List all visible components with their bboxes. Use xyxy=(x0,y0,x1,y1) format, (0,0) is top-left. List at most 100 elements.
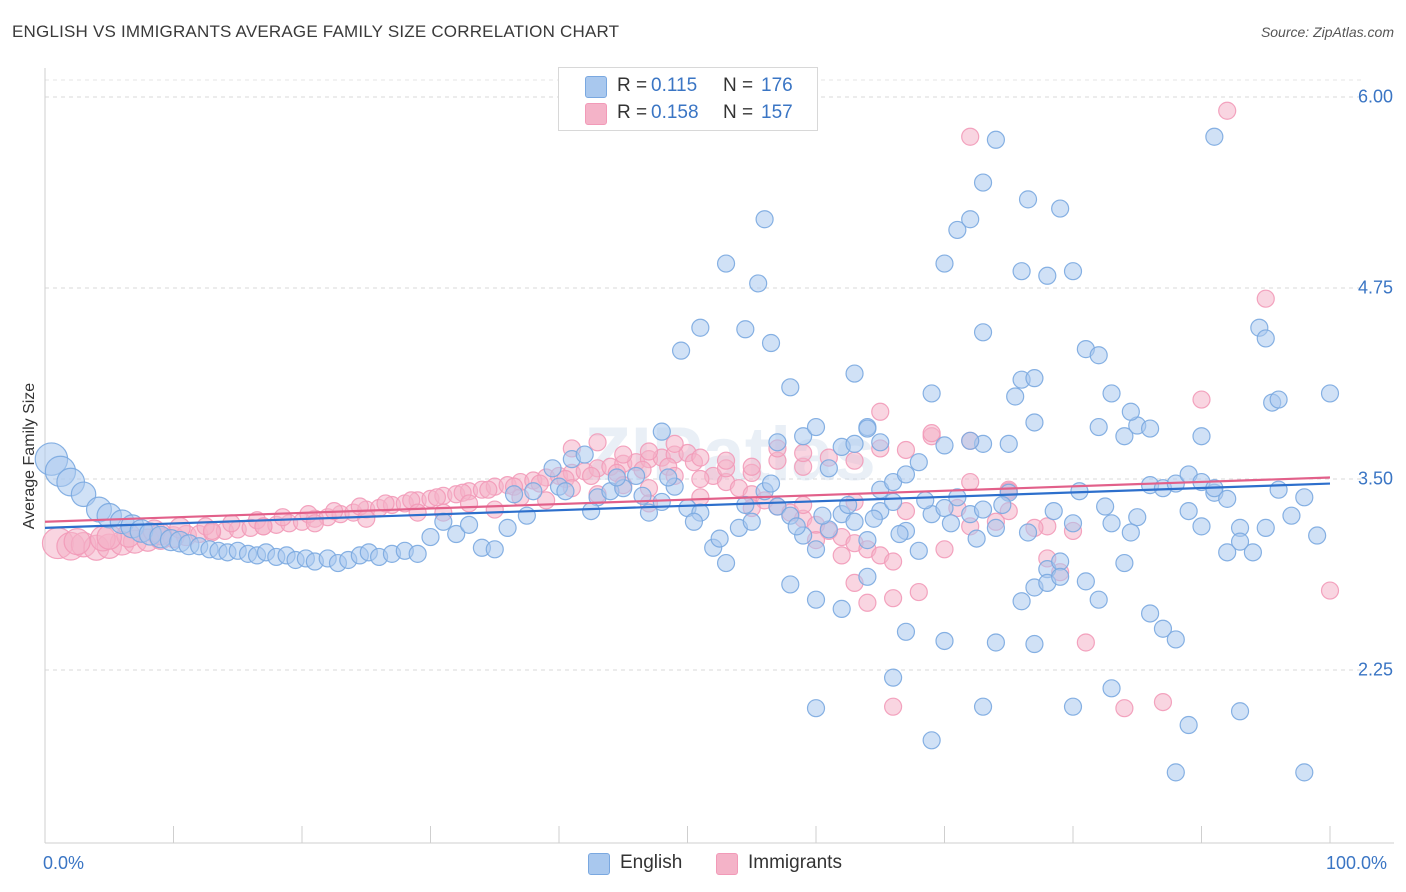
immigrants-point xyxy=(485,500,504,519)
english-point xyxy=(935,436,954,455)
immigrants-point xyxy=(273,508,292,527)
english-point xyxy=(1153,619,1173,638)
english-point xyxy=(909,453,928,472)
chart-title: ENGLISH VS IMMIGRANTS AVERAGE FAMILY SIZ… xyxy=(12,22,620,41)
english-point xyxy=(742,512,761,531)
immigrants-point xyxy=(1076,633,1095,652)
immigrants-r-label: R = xyxy=(617,102,648,123)
immigrants-point xyxy=(896,501,916,521)
english-point xyxy=(1051,567,1070,586)
english-point xyxy=(716,254,736,273)
english-point xyxy=(1121,402,1140,421)
english-swatch xyxy=(585,76,607,98)
immigrants-point xyxy=(961,127,980,146)
english-point xyxy=(421,527,440,547)
english-point xyxy=(524,482,543,501)
english-point xyxy=(1063,262,1083,281)
y-tick-label: 4.75 xyxy=(1357,277,1393,298)
english-point xyxy=(1243,543,1263,562)
english-point xyxy=(710,529,729,548)
immigrants-point xyxy=(376,494,395,513)
english-point xyxy=(1115,553,1134,573)
legend-english-label: English xyxy=(620,852,683,873)
english-point xyxy=(1018,190,1038,209)
english-point xyxy=(671,341,691,360)
immigrants-point xyxy=(357,509,376,528)
english-point xyxy=(1166,630,1185,649)
english-point xyxy=(1269,480,1288,499)
english-point xyxy=(986,518,1006,537)
english-point xyxy=(1102,679,1121,698)
immigrants-point xyxy=(1218,101,1237,120)
english-point xyxy=(806,590,826,609)
english-point xyxy=(973,697,993,716)
english-point xyxy=(1179,501,1198,521)
english-point xyxy=(999,434,1018,453)
immigrants-point xyxy=(614,445,633,464)
english-point xyxy=(845,364,864,383)
english-point xyxy=(1140,419,1160,438)
english-point xyxy=(1230,702,1250,721)
english-point xyxy=(1102,514,1121,533)
immigrants-point xyxy=(479,480,498,499)
english-point xyxy=(813,506,832,525)
english-point xyxy=(1076,572,1095,591)
english-point xyxy=(973,323,993,342)
english-point xyxy=(504,485,524,504)
y-tick-label: 6.00 xyxy=(1357,86,1393,107)
english-point xyxy=(459,515,479,534)
immigrants-point xyxy=(202,521,222,541)
english-point xyxy=(948,220,967,240)
english-point xyxy=(1115,427,1134,446)
english-point xyxy=(896,622,916,641)
immigrants-point xyxy=(909,582,928,602)
english-point xyxy=(749,274,768,293)
english-point xyxy=(582,501,601,521)
stats-legend: R = 0.115 N = 176 R = 0.158 N = 157 xyxy=(558,67,818,131)
english-point xyxy=(1320,384,1340,403)
english-point xyxy=(832,599,851,618)
english-point xyxy=(986,633,1006,652)
english-point xyxy=(1295,763,1314,782)
immigrants-point xyxy=(459,494,479,513)
english-point xyxy=(652,422,671,441)
immigrants-point xyxy=(871,402,890,421)
english-point xyxy=(935,498,954,518)
english-point xyxy=(1089,590,1108,609)
immigrants-point xyxy=(935,540,954,559)
english-point xyxy=(1308,526,1327,545)
english-point xyxy=(1089,417,1108,437)
immigrants-point xyxy=(742,457,761,476)
english-point xyxy=(434,512,453,531)
immigrants-point xyxy=(896,440,916,460)
immigrants-point xyxy=(63,528,91,556)
english-point xyxy=(787,517,806,536)
immigrants-trend-line xyxy=(44,476,1331,523)
legend-immigrants-swatch xyxy=(716,853,738,875)
english-point xyxy=(1025,369,1044,388)
english-point xyxy=(716,553,736,573)
english-point xyxy=(916,491,935,510)
y-tick-label: 2.25 xyxy=(1357,659,1393,680)
source-label: Source: ZipAtlas.com xyxy=(1260,24,1394,40)
english-point xyxy=(408,544,427,563)
english-point xyxy=(498,518,517,537)
immigrants-point xyxy=(582,466,601,486)
english-point xyxy=(1218,543,1237,562)
immigrants-point xyxy=(961,472,980,492)
english-point xyxy=(1051,552,1070,571)
english-point xyxy=(1102,384,1121,403)
english-point xyxy=(1140,604,1160,623)
english-point xyxy=(973,500,993,519)
english-point xyxy=(1012,592,1031,611)
english-point xyxy=(1256,329,1275,348)
english-point xyxy=(1096,497,1115,516)
immigrants-point xyxy=(1153,692,1173,712)
english-point xyxy=(1063,697,1083,716)
english-point xyxy=(858,419,877,438)
english-point xyxy=(781,575,800,594)
english-point xyxy=(1269,390,1288,409)
english-point xyxy=(607,468,626,487)
english-point xyxy=(1218,489,1237,508)
immigrants-point xyxy=(832,546,851,565)
